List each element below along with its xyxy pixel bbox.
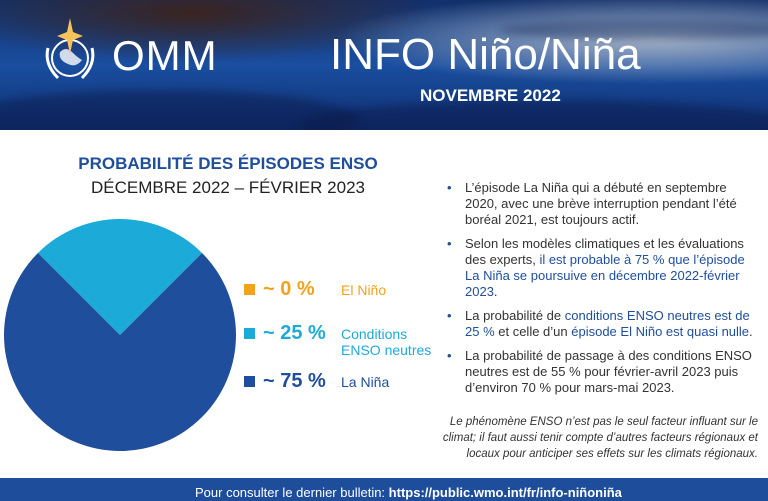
header-banner: OMM INFO Niño/Niña NOVEMBRE 2022 <box>0 0 768 130</box>
key-points-list: L’épisode La Niña qui a débuté en septem… <box>447 180 757 404</box>
bullet-item: La probabilité de conditions ENSO neutre… <box>447 308 757 340</box>
bullet-text: L’épisode La Niña qui a débuté en septem… <box>465 180 737 227</box>
org-name: OMM <box>112 32 218 79</box>
pie-slice-conditions-enso-neutres <box>37 219 203 335</box>
bulletin-link[interactable]: https://public.wmo.int/fr/info-niñoniña <box>388 485 622 500</box>
bullet-text: Selon les modèles climatiques et les éva… <box>465 236 744 267</box>
bullet-text: La probabilité de passage à des conditio… <box>465 348 752 395</box>
legend-swatch-icon <box>244 328 255 339</box>
legend-label: La Niña <box>341 374 390 390</box>
legend-swatch-icon <box>244 284 255 295</box>
footer-text: Pour consulter le dernier bulletin: <box>195 485 389 500</box>
legend-value: ~ 25 % <box>263 322 326 344</box>
disclaimer-note: Le phénomène ENSO n’est pas le seul fact… <box>442 416 758 460</box>
highlighted-text: il est probable à 75 % que l’épisode La … <box>465 252 745 299</box>
wmo-logo-icon <box>45 18 95 80</box>
bullet-text: et celle d’un <box>494 324 572 339</box>
pie-chart <box>4 219 236 451</box>
legend-el-nino: ~ 0 % El Niño <box>244 278 386 301</box>
legend-neutral: ~ 25 % Conditions ENSO neutres <box>244 322 441 358</box>
page-title: INFO Niño/Niña <box>330 30 641 79</box>
pie-slice-la-ni-a <box>4 252 236 451</box>
bullet-item: La probabilité de passage à des conditio… <box>447 348 757 396</box>
page-subtitle: NOVEMBRE 2022 <box>420 86 561 105</box>
legend-label: Conditions ENSO neutres <box>341 326 432 358</box>
legend-swatch-icon <box>244 376 255 387</box>
chart-subtitle: DÉCEMBRE 2022 – FÉVRIER 2023 <box>90 178 365 197</box>
legend-label: El Niño <box>341 282 387 298</box>
bullet-item: L’épisode La Niña qui a débuté en septem… <box>447 180 757 228</box>
bullet-text: La probabilité de <box>465 308 565 323</box>
bullet-text: . <box>749 324 753 339</box>
legend-value: ~ 0 % <box>263 278 315 300</box>
highlighted-text: épisode El Niño est quasi nulle <box>571 324 750 339</box>
highlighted-text: conditions ENSO neutres est de 25 % <box>465 308 750 339</box>
legend-la-nina: ~ 75 % La Niña <box>244 370 389 393</box>
legend-value: ~ 75 % <box>263 370 326 392</box>
bullet-item: Selon les modèles climatiques et les éva… <box>447 236 757 300</box>
chart-title: PROBABILITÉ DES ÉPISODES ENSO <box>78 154 378 173</box>
footer-bar: Pour consulter le dernier bulletin: http… <box>0 478 768 501</box>
bullet-text: . <box>493 284 498 299</box>
